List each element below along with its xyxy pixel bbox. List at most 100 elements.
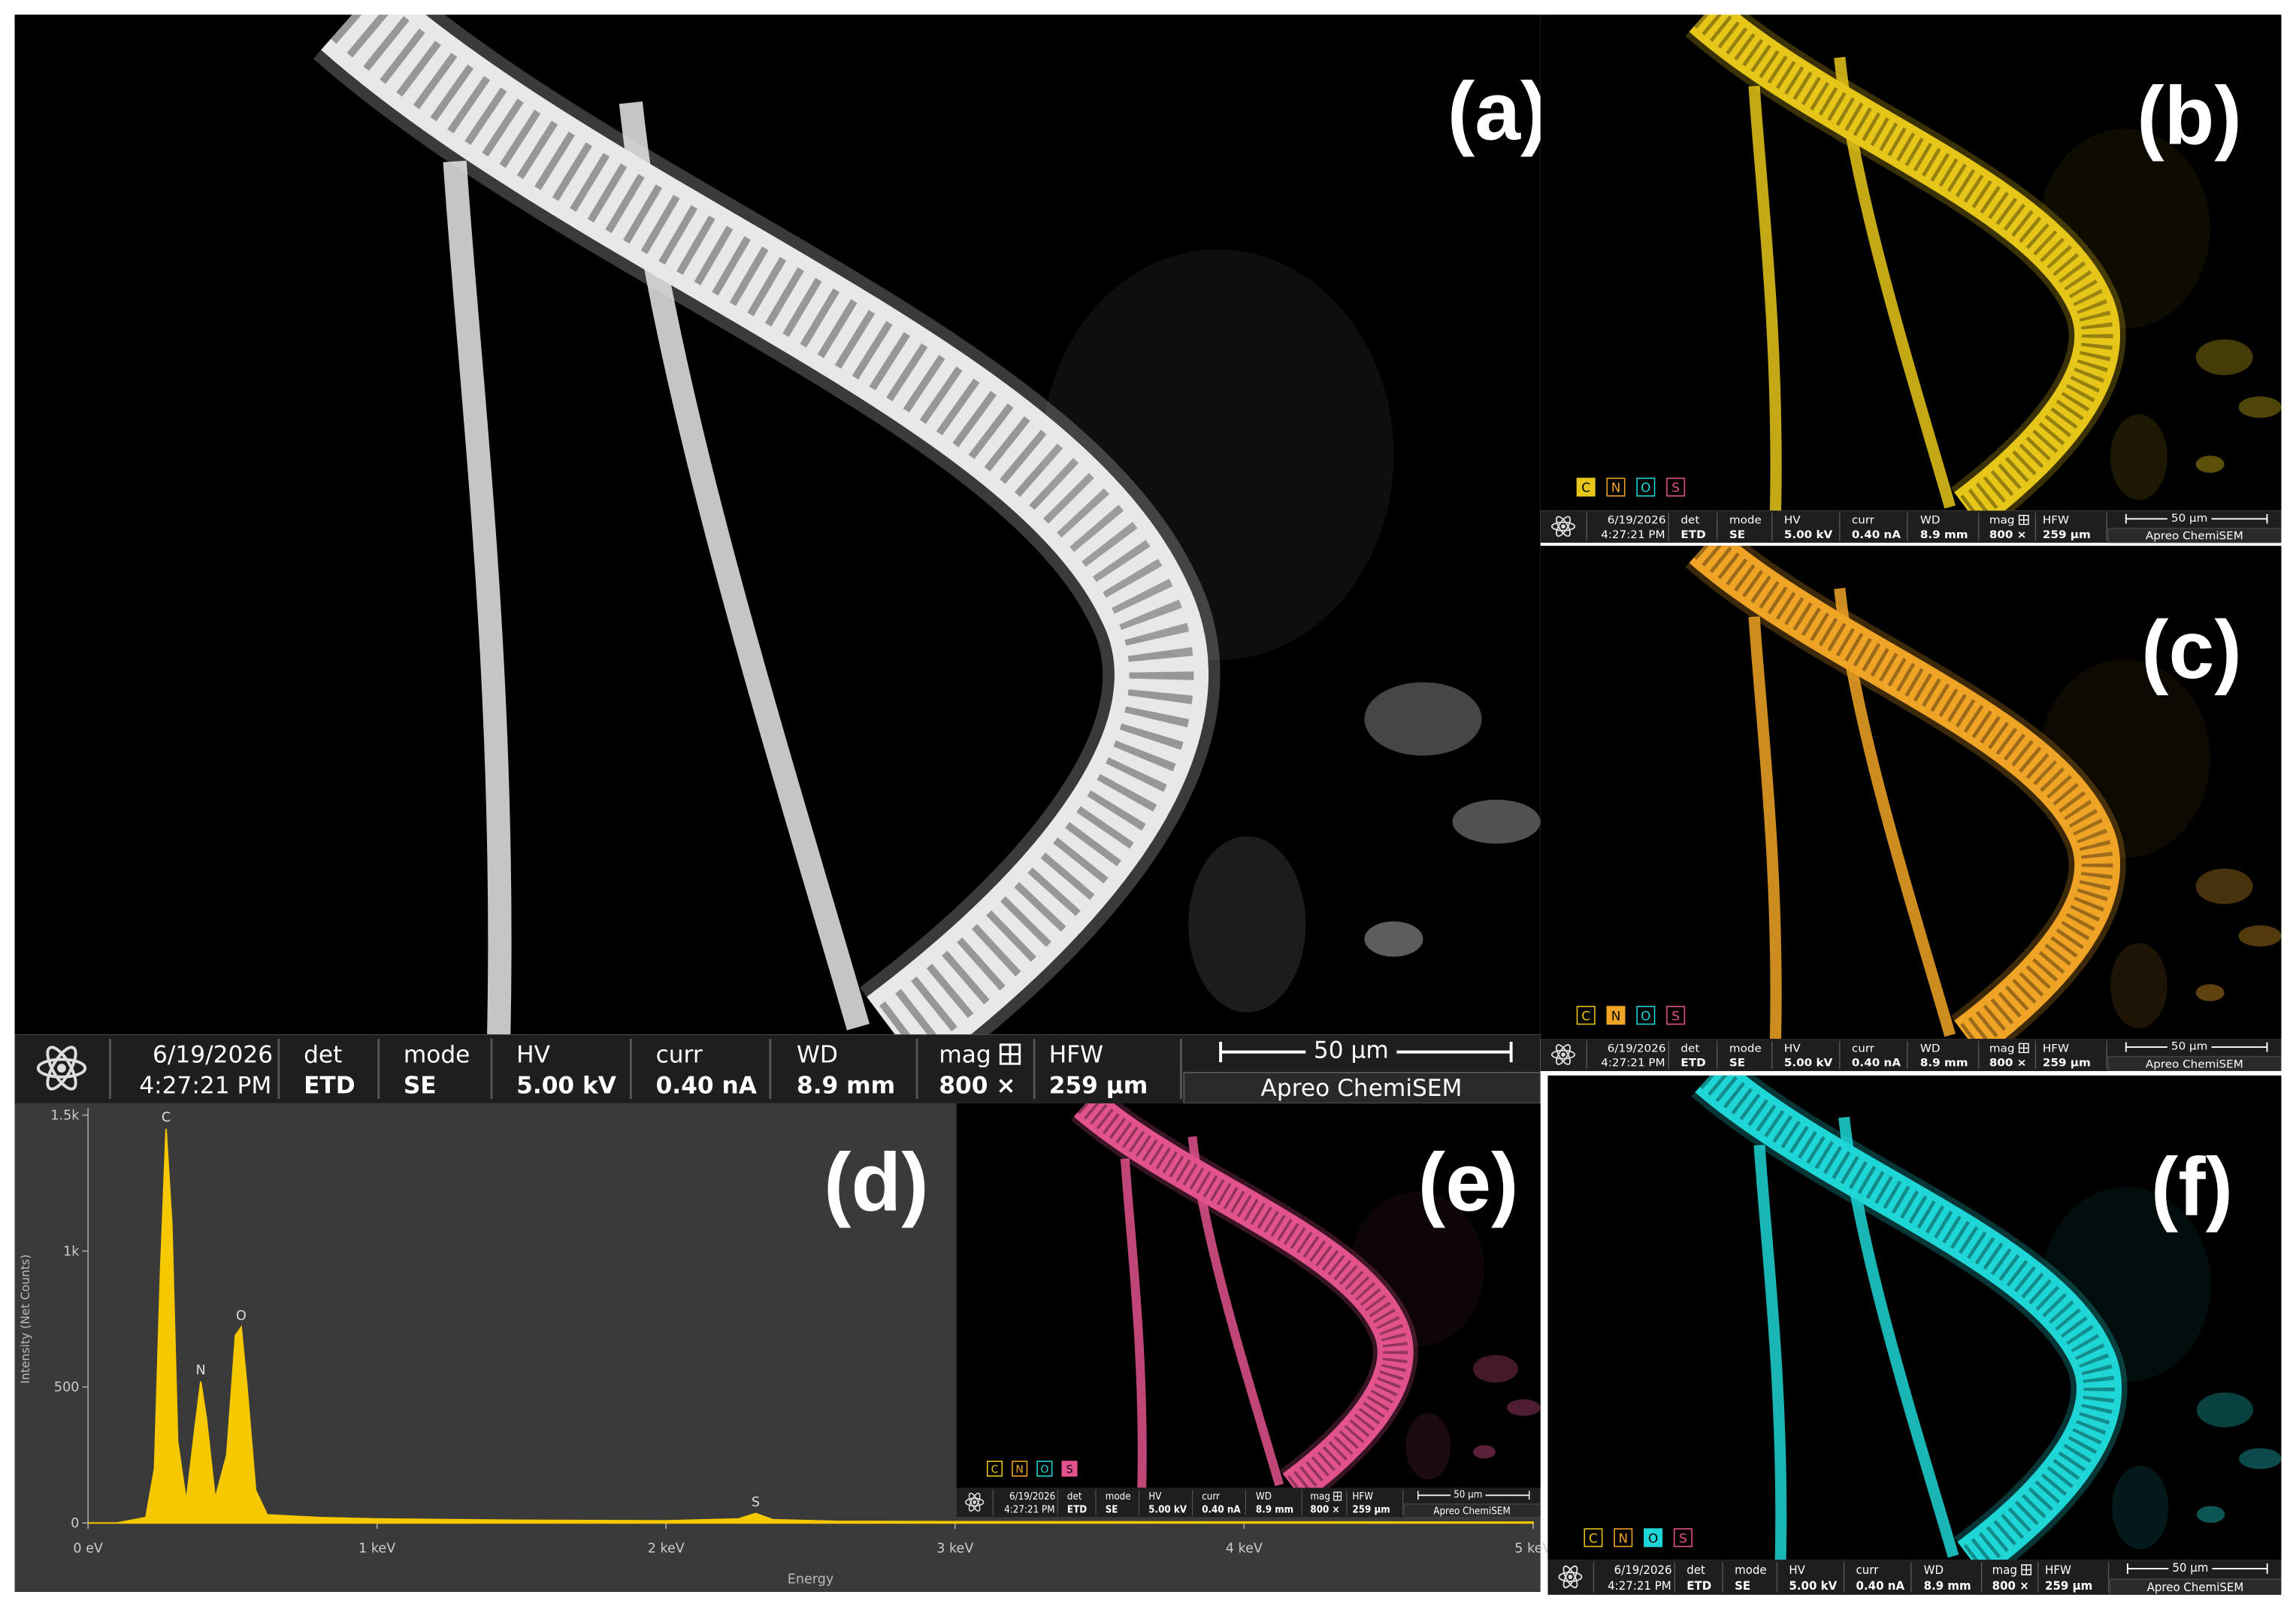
element-label: N bbox=[1611, 480, 1621, 495]
element-label: O bbox=[1641, 1008, 1650, 1023]
info-text: 259 µm bbox=[2045, 1579, 2092, 1593]
element-box bbox=[1614, 1528, 1633, 1548]
info-text: WD bbox=[797, 1041, 838, 1068]
atom-icon bbox=[1561, 1052, 1565, 1057]
info-text: Apreo ChemiSEM bbox=[2147, 1580, 2244, 1594]
info-text: curr bbox=[656, 1041, 703, 1068]
info-text: mode bbox=[1729, 1042, 1762, 1055]
scale-box bbox=[2107, 528, 2282, 543]
atom-icon bbox=[1556, 1044, 1571, 1065]
info-text: 5.00 kV bbox=[1789, 1579, 1837, 1593]
info-text: 800 × bbox=[1989, 528, 2027, 541]
info-text: 0.40 nA bbox=[1852, 528, 1901, 541]
info-text: ETD bbox=[1686, 1579, 1711, 1593]
info-text: det bbox=[304, 1041, 342, 1068]
atom-icon bbox=[1550, 1049, 1576, 1060]
y-axis-label: Intensity (Net Counts) bbox=[19, 1254, 32, 1384]
atom-icon bbox=[968, 1492, 981, 1512]
element-label: C bbox=[991, 1463, 999, 1475]
atom-icon bbox=[1556, 516, 1571, 537]
element-label: S bbox=[1066, 1463, 1073, 1475]
info-text: 4:27:21 PM bbox=[1608, 1579, 1671, 1593]
atom-icon bbox=[46, 1046, 77, 1091]
info-text: HFW bbox=[2045, 1563, 2071, 1578]
element-box bbox=[1576, 1006, 1596, 1025]
info-text: mag bbox=[939, 1041, 991, 1068]
x-tick-label: 0 eV bbox=[73, 1541, 103, 1556]
mag-icon bbox=[1000, 1044, 1020, 1064]
info-text: det bbox=[1680, 1042, 1699, 1055]
element-box bbox=[1636, 1006, 1656, 1025]
info-text: 6/19/2026 bbox=[1614, 1563, 1672, 1578]
info-text: 5.00 kV bbox=[1148, 1503, 1187, 1515]
info-text: WD bbox=[1256, 1490, 1272, 1503]
element-box bbox=[1012, 1460, 1028, 1477]
element-label: S bbox=[1679, 1530, 1687, 1545]
info-text: HFW bbox=[2043, 513, 2069, 527]
scale-label-bg bbox=[2168, 1561, 2213, 1575]
panel-label: (e) bbox=[1418, 1136, 1519, 1228]
info-text: 0.40 nA bbox=[1202, 1503, 1241, 1515]
info-text: 4:27:21 PM bbox=[139, 1072, 271, 1099]
info-text: 50 µm bbox=[2171, 511, 2207, 525]
info-text: 50 µm bbox=[1314, 1037, 1389, 1064]
info-text: 259 µm bbox=[1352, 1503, 1390, 1515]
mag-icon bbox=[2022, 1565, 2031, 1575]
mag-icon bbox=[2019, 1043, 2028, 1053]
element-label: S bbox=[1671, 1008, 1680, 1023]
info-text: HV bbox=[1784, 513, 1801, 527]
info-text: 800 × bbox=[939, 1072, 1015, 1099]
info-text: 0.40 nA bbox=[656, 1072, 758, 1099]
element-box bbox=[1673, 1528, 1693, 1548]
y-tick-label: 0 bbox=[71, 1516, 79, 1531]
spectrum bbox=[88, 1128, 1534, 1524]
element-label: C bbox=[1589, 1530, 1598, 1545]
info-text: Apreo ChemiSEM bbox=[2146, 529, 2243, 543]
atom-icon bbox=[968, 1492, 981, 1512]
info-text: 50 µm bbox=[2172, 1561, 2208, 1575]
info-text: 8.9 mm bbox=[1924, 1579, 1971, 1593]
info-text: HV bbox=[1789, 1563, 1805, 1578]
info-text: HV bbox=[516, 1041, 550, 1068]
info-text: 50 µm bbox=[2171, 1040, 2207, 1053]
info-text: 259 µm bbox=[2043, 1056, 2091, 1070]
peak-label: S bbox=[752, 1495, 760, 1510]
x-tick-label: 4 keV bbox=[1226, 1541, 1263, 1556]
y-tick-label: 500 bbox=[54, 1380, 80, 1395]
atom-icon bbox=[46, 1046, 77, 1091]
info-text: ETD bbox=[1680, 1056, 1705, 1070]
element-label: N bbox=[1611, 1008, 1621, 1023]
scale-box bbox=[2107, 1056, 2282, 1072]
peak-label: N bbox=[196, 1363, 206, 1378]
info-text: 800 × bbox=[1310, 1503, 1339, 1515]
scale-label-bg bbox=[1305, 1037, 1397, 1064]
info-text: HV bbox=[1784, 1042, 1801, 1055]
atom-icon bbox=[1561, 524, 1565, 529]
info-text: 6/19/2026 bbox=[153, 1041, 273, 1068]
atom-icon bbox=[36, 1058, 87, 1079]
atom-icon bbox=[1556, 516, 1571, 537]
mag-icon bbox=[1333, 1492, 1342, 1501]
x-tick-label: 1 keV bbox=[358, 1541, 395, 1556]
info-text: 259 µm bbox=[1049, 1072, 1148, 1099]
info-text: 0.40 nA bbox=[1852, 1056, 1901, 1070]
mag-icon bbox=[2019, 515, 2028, 525]
info-text: det bbox=[1686, 1563, 1705, 1578]
panel-label: (b) bbox=[2137, 70, 2242, 162]
atom-icon bbox=[1558, 1571, 1583, 1582]
element-label: O bbox=[1648, 1530, 1658, 1545]
element-box bbox=[1036, 1460, 1053, 1477]
info-text: Apreo ChemiSEM bbox=[2146, 1058, 2243, 1071]
element-box bbox=[1584, 1528, 1603, 1548]
info-text: Apreo ChemiSEM bbox=[1433, 1505, 1510, 1517]
x-tick-label: 5 keV bbox=[1514, 1541, 1551, 1556]
element-label: S bbox=[1671, 480, 1680, 495]
element-label: N bbox=[1015, 1463, 1024, 1475]
element-label: N bbox=[1618, 1530, 1628, 1545]
element-label: O bbox=[1641, 480, 1650, 495]
info-text: 8.9 mm bbox=[1920, 528, 1968, 541]
info-text: 8.9 mm bbox=[1920, 1056, 1968, 1070]
info-text: mag bbox=[1989, 513, 2015, 527]
